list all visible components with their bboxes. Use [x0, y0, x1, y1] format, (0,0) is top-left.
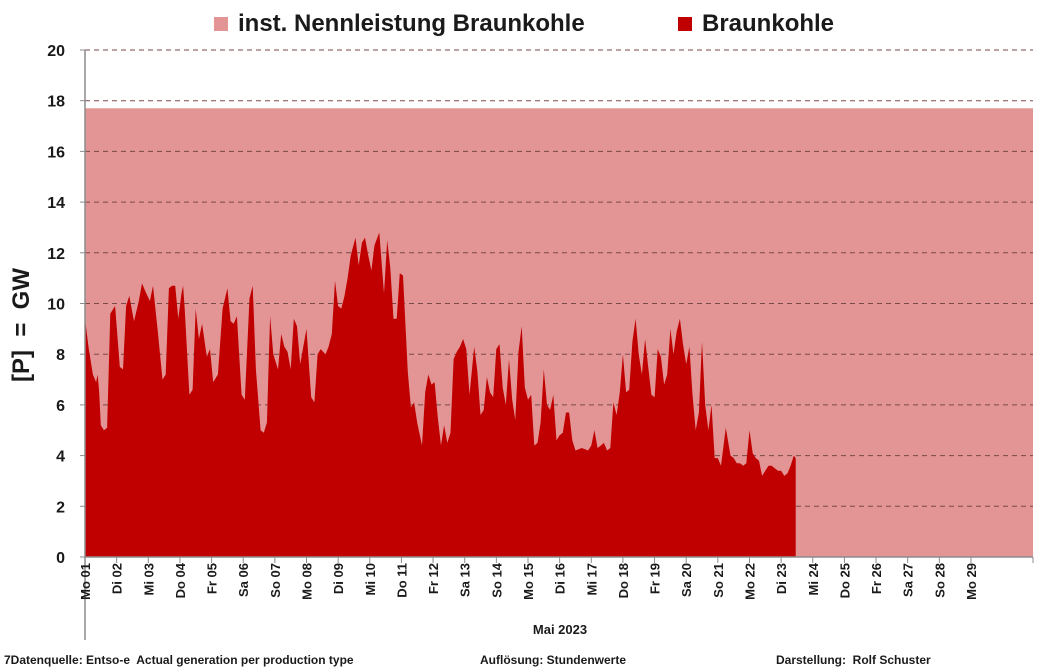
x-tick-label-28: So 28 — [932, 563, 947, 598]
x-tick-label-25: Do 25 — [837, 563, 852, 598]
x-tick-label-19: Fr 19 — [648, 563, 663, 594]
y-tick-label-20: 20 — [47, 43, 65, 60]
x-tick-label-24: Mi 24 — [806, 562, 821, 595]
y-tick-label-18: 18 — [47, 94, 65, 111]
y-tick-label-12: 12 — [47, 246, 65, 263]
x-tick-label-14: So 14 — [489, 562, 504, 597]
legend-label-generation: Braunkohle — [702, 10, 835, 37]
x-tick-label-8: Mo 08 — [300, 563, 315, 600]
x-tick-label-26: Fr 26 — [869, 563, 884, 594]
x-tick-label-2: Di 02 — [110, 563, 125, 594]
area-braunkohle — [85, 232, 796, 557]
legend-swatch-capacity — [214, 17, 228, 31]
x-tick-label-18: Do 18 — [616, 563, 631, 598]
x-tick-label-23: Di 23 — [774, 563, 789, 594]
x-tick-label-7: So 07 — [268, 563, 283, 598]
x-tick-label-10: Mi 10 — [363, 563, 378, 596]
x-tick-label-11: Do 11 — [394, 563, 409, 598]
x-tick-label-5: Fr 05 — [205, 563, 220, 594]
y-tick-label-10: 10 — [47, 297, 65, 314]
y-tick-label-2: 2 — [56, 499, 65, 516]
x-tick-label-29: Mo 29 — [964, 563, 979, 600]
x-tick-label-20: Sa 20 — [679, 563, 694, 597]
x-tick-label-6: Sa 06 — [236, 563, 251, 597]
y-tick-label-4: 4 — [56, 449, 65, 466]
legend-item-capacity: inst. Nennleistung Braunkohle — [214, 8, 585, 40]
x-tick-label-21: So 21 — [711, 563, 726, 598]
footer-resolution: Auflösung: Stundenwerte — [480, 653, 626, 667]
x-tick-label-13: Sa 13 — [458, 563, 473, 597]
x-tick-label-22: Mo 22 — [743, 563, 758, 600]
footer-author: Darstellung: Rolf Schuster — [776, 653, 931, 667]
x-tick-label-12: Fr 12 — [426, 563, 441, 594]
x-tick-label-15: Mo 15 — [521, 563, 536, 600]
x-tick-label-1: Mo 01 — [78, 563, 93, 600]
y-axis-title: [P] = GW — [8, 268, 35, 382]
x-tick-label-17: Mi 17 — [584, 563, 599, 596]
legend-label-capacity: inst. Nennleistung Braunkohle — [238, 10, 585, 37]
x-tick-label-9: Di 09 — [331, 563, 346, 594]
x-tick-label-4: Do 04 — [173, 562, 188, 598]
footer-source: 7Datenquelle: Entso-e Actual generation … — [4, 653, 354, 667]
y-tick-label-6: 6 — [56, 398, 65, 415]
x-tick-label-3: Mi 03 — [141, 563, 156, 596]
legend-swatch-generation — [678, 17, 692, 31]
legend-item-generation: Braunkohle — [678, 8, 834, 40]
y-tick-label-14: 14 — [47, 195, 65, 212]
x-tick-label-16: Di 16 — [553, 563, 568, 594]
y-tick-label-8: 8 — [56, 347, 65, 364]
y-axis-title-box: [P] = GW — [0, 240, 44, 410]
x-tick-label-27: Sa 27 — [901, 563, 916, 597]
y-tick-label-0: 0 — [56, 550, 65, 567]
x-axis-title: Mai 2023 — [532, 622, 588, 637]
y-tick-label-16: 16 — [47, 144, 65, 161]
